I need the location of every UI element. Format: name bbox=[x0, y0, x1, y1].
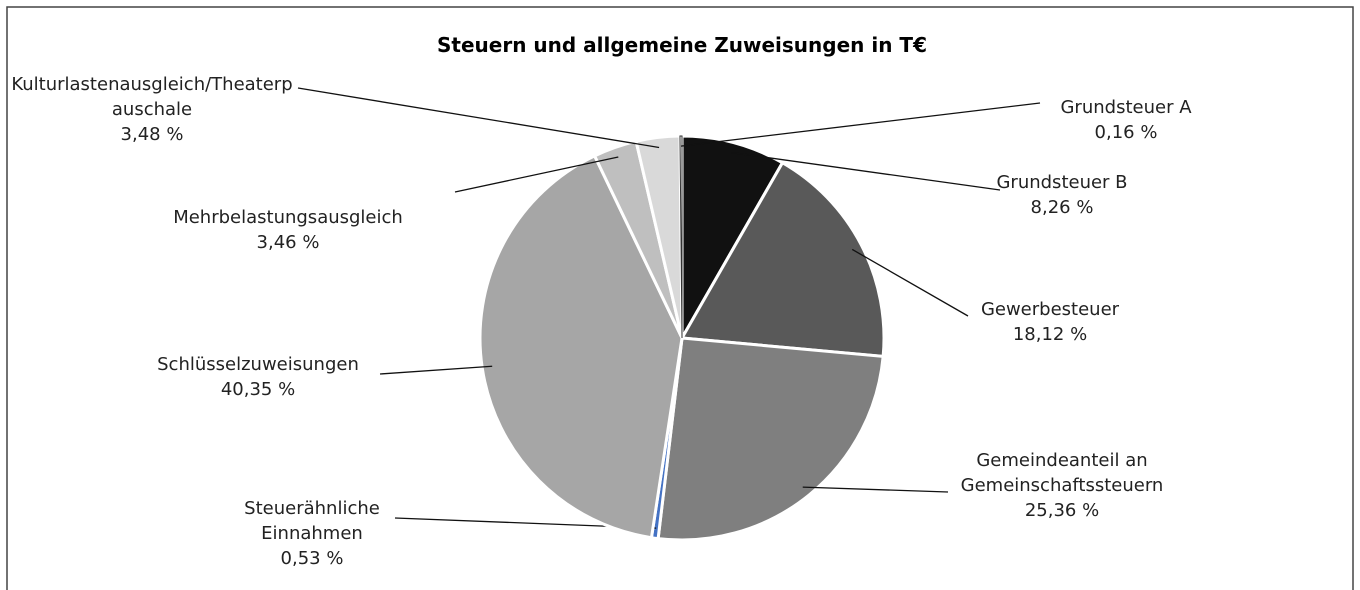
data-label: Gewerbesteuer 18,12 % bbox=[981, 297, 1119, 347]
leader-line bbox=[454, 156, 619, 193]
value-label: 0,53 % bbox=[280, 548, 344, 569]
category-label: Steuerähnliche Einnahmen bbox=[244, 498, 380, 544]
category-label: Grundsteuer B bbox=[996, 172, 1128, 193]
pie-slice bbox=[679, 135, 683, 339]
data-label: Grundsteuer B 8,26 % bbox=[996, 170, 1127, 220]
value-label: 40,35 % bbox=[220, 379, 296, 400]
category-label: Kulturlastenausgleich/Theaterpauschale bbox=[11, 74, 293, 120]
value-label: 8,26 % bbox=[1030, 197, 1094, 218]
leader-line bbox=[297, 87, 660, 149]
data-label: Schlüsselzuweisungen 40,35 % bbox=[157, 352, 359, 402]
data-label: Mehrbelastungsausgleich 3,46 % bbox=[173, 205, 403, 255]
category-label: Grundsteuer A bbox=[1060, 97, 1192, 118]
data-label: Grundsteuer A 0,16 % bbox=[1060, 95, 1191, 145]
data-label: Steuerähnliche Einnahmen 0,53 % bbox=[227, 496, 397, 571]
value-label: 18,12 % bbox=[1012, 324, 1088, 345]
leader-line bbox=[680, 102, 1041, 147]
data-label: Kulturlastenausgleich/Theaterpauschale 3,… bbox=[7, 72, 297, 147]
leader-line bbox=[802, 486, 949, 493]
category-label: Schlüsselzuweisungen bbox=[157, 354, 359, 375]
chart-title: Steuern und allgemeine Zuweisungen in T€ bbox=[437, 33, 927, 57]
value-label: 3,48 % bbox=[120, 124, 184, 145]
leader-line bbox=[731, 151, 1001, 191]
category-label: Gemeindeanteil an Gemeinschaftssteuern bbox=[960, 450, 1164, 496]
pie-slice bbox=[478, 153, 684, 540]
value-label: 0,16 % bbox=[1094, 122, 1158, 143]
data-label: Gemeindeanteil an Gemeinschaftssteuern 25… bbox=[942, 448, 1182, 523]
pie-slice bbox=[679, 160, 886, 359]
category-label: Mehrbelastungsausgleich bbox=[173, 207, 403, 228]
category-label: Gewerbesteuer bbox=[980, 299, 1120, 320]
pie-slice bbox=[656, 336, 885, 542]
leader-line bbox=[379, 365, 493, 375]
leader-line bbox=[851, 248, 969, 317]
value-label: 25,36 % bbox=[1024, 500, 1100, 521]
value-label: 3,46 % bbox=[256, 232, 320, 253]
pie-slice bbox=[680, 134, 785, 344]
